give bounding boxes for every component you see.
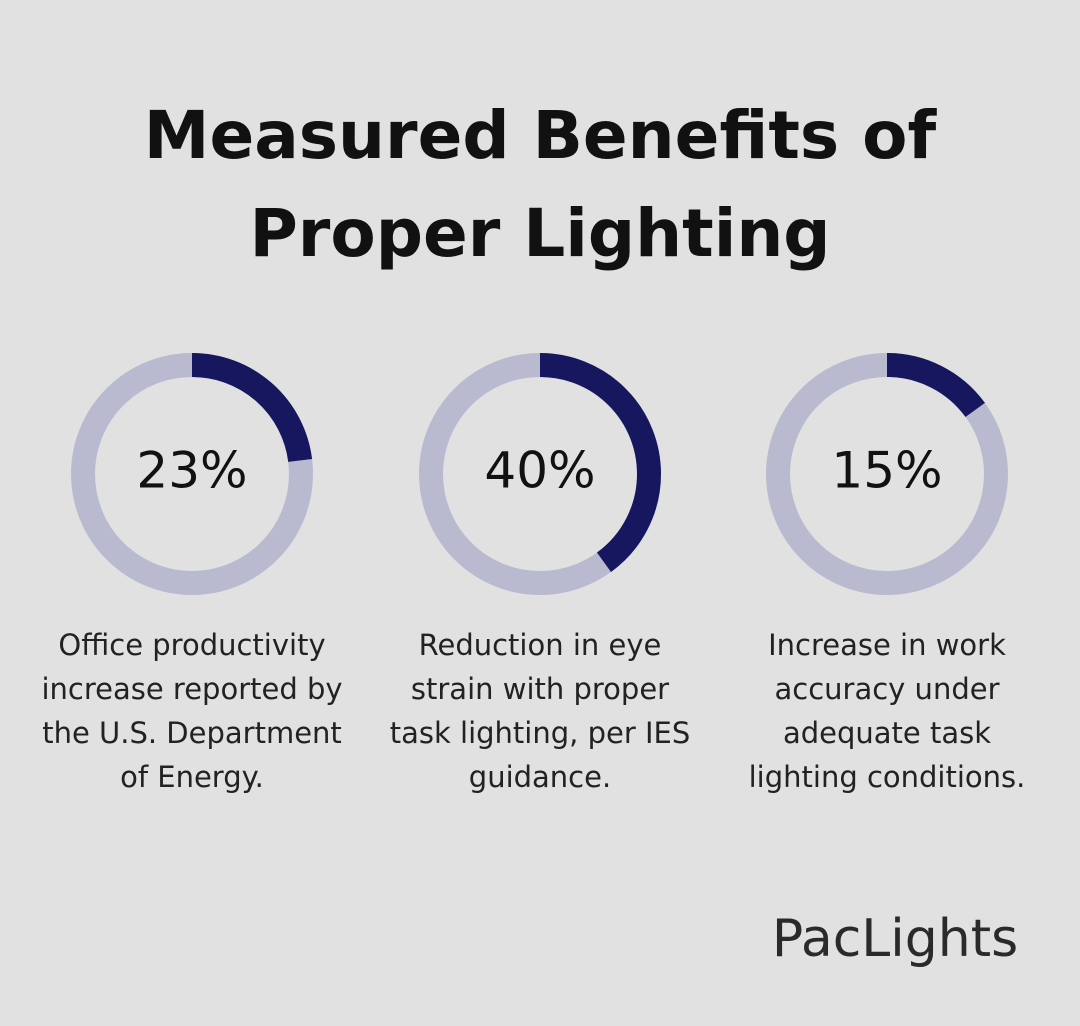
title-line: Proper Lighting bbox=[249, 195, 830, 272]
donut-arc bbox=[419, 353, 661, 595]
caption-line: accuracy under bbox=[775, 672, 1000, 706]
caption-line: lighting conditions. bbox=[749, 760, 1026, 794]
title-line: Measured Benefits of bbox=[144, 97, 938, 174]
caption-line: adequate task bbox=[783, 716, 991, 750]
donut-arc bbox=[71, 353, 313, 595]
caption-line: guidance. bbox=[469, 760, 611, 794]
caption-line: Reduction in eye bbox=[419, 628, 662, 662]
caption-line: task lighting, per IES bbox=[390, 716, 691, 750]
caption-line: increase reported by bbox=[41, 672, 342, 706]
caption-line: of Energy. bbox=[120, 760, 264, 794]
caption-line: the U.S. Department bbox=[42, 716, 342, 750]
caption-line: Increase in work bbox=[768, 628, 1006, 662]
value-label: 23% bbox=[136, 442, 247, 500]
caption-line: Office productivity bbox=[58, 628, 325, 662]
brand-logo: PacLights bbox=[772, 909, 1018, 969]
caption-line: strain with proper bbox=[411, 672, 669, 706]
donut-arc bbox=[766, 353, 1008, 595]
value-label: 15% bbox=[831, 442, 942, 500]
value-label: 40% bbox=[484, 442, 595, 500]
